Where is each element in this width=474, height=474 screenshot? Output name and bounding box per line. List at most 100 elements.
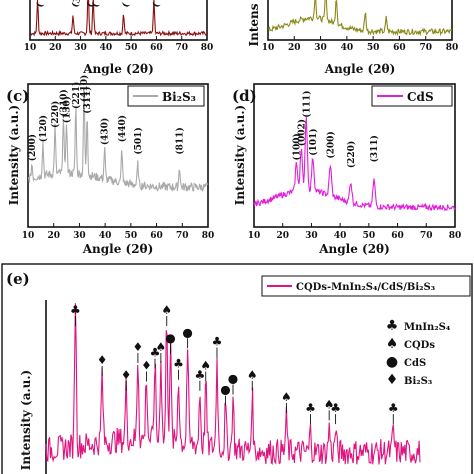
plot-frame — [29, 0, 208, 41]
x-tick-label: 40 — [99, 231, 112, 241]
phase-marker: ● — [228, 372, 238, 386]
panel-letter: (c) — [6, 87, 29, 105]
panel-letter: (d) — [232, 87, 257, 105]
phase-marker: ♣ — [150, 346, 161, 360]
phase-marker: ♣ — [212, 335, 223, 349]
x-tick-label: 60 — [391, 231, 404, 241]
panel-letter: (e) — [6, 270, 30, 288]
x-tick-label: 70 — [420, 231, 433, 241]
phase-marker: ♦ — [97, 353, 108, 367]
phase-legend-label: CdS — [404, 358, 426, 369]
phase-legend-label: CQDs — [404, 340, 435, 351]
legend: CdS — [371, 85, 453, 107]
plot-frame — [253, 83, 456, 228]
panel-c-bi2s3-xrd: 10 20 30 40 50 60 70 80 (200)(120)(220)(310)(130… — [6, 75, 214, 256]
x-tick-label: 60 — [150, 43, 163, 53]
phase-marker: ● — [220, 383, 230, 397]
x-axis-label: Angle (2θ) — [82, 242, 154, 256]
xrd-trace-a — [29, 0, 208, 37]
xrd-trace-e — [45, 303, 421, 465]
x-tick-label: 40 — [100, 43, 113, 53]
hkl-label: (311) — [82, 86, 93, 113]
x-tick-label: 20 — [288, 43, 301, 53]
hkl-label: (200) — [27, 134, 38, 161]
x-tick-label: 20 — [276, 231, 289, 241]
x-tick-label: 80 — [202, 231, 215, 241]
hkl-label: (430) — [100, 118, 111, 145]
legend-frame — [371, 85, 453, 107]
plot-frame — [267, 0, 453, 41]
phase-marker: ♣ — [388, 401, 399, 415]
series-legend: CQDs-MnIn₂S₄/CdS/Bi₂S₃ — [261, 275, 471, 297]
phase-marker: ♠ — [155, 340, 166, 354]
hkl-label: ( — [120, 1, 132, 9]
hkl-label: (220) — [346, 141, 357, 168]
hkl-label: (120) — [38, 115, 49, 142]
y-axis-label: Intensity (a.u.) — [19, 370, 33, 470]
x-tick-label: 70 — [176, 231, 189, 241]
x-tick-label: 10 — [248, 231, 261, 241]
x-tick-label: 40 — [341, 43, 354, 53]
hkl-label: (100) — [291, 133, 302, 160]
phase-marker: ♠ — [200, 359, 211, 373]
hkl-label: (221) — [71, 82, 82, 109]
y-axis-label: Intensity (a.u.) — [7, 105, 21, 205]
panel-d-cds-xrd: 10 20 30 40 50 60 70 80 (100)(002) (111) (101) (200… — [232, 83, 462, 256]
phase-marker: ♠ — [247, 368, 258, 382]
x-tick-label: 30 — [73, 231, 86, 241]
hkl-label: ( — [90, 1, 102, 9]
phase-legend-symbol: ♣ — [386, 318, 399, 334]
legend-label: Bi₂S₃ — [162, 90, 196, 104]
hkl-label: (310) — [58, 89, 69, 116]
x-axis-label: Angle (2θ) — [82, 62, 154, 76]
y-axis-label: Intensity (a.u.) — [233, 105, 247, 205]
xrd-trace-b — [267, 0, 453, 37]
legend-label: CQDs-MnIn₂S₄/CdS/Bi₂S₃ — [296, 282, 435, 293]
xrd-trace-c — [27, 87, 209, 193]
phase-legend-label: MnIn₂S₄ — [404, 322, 451, 333]
panel-e-composite-xrd: ♣♦♦♦♦♣♠♠●♣●♣♠♣●● ♠♠♣ ♠♣ ♣(e) CQDs-MnIn₂S₄/Cd… — [1, 263, 473, 474]
phase-legend-symbol: ♦ — [386, 372, 399, 388]
hkl-label: (501) — [133, 127, 144, 154]
x-tick-label: 10 — [24, 43, 37, 53]
legend-frame — [261, 275, 471, 297]
plot-frame — [27, 83, 209, 228]
phase-marker: ● — [182, 325, 192, 339]
x-axis-label: Angle (2θ) — [324, 62, 396, 76]
hkl-label: (101) — [308, 128, 319, 155]
hkl-label: (311) — [369, 135, 380, 162]
x-tick-label: 20 — [47, 231, 60, 241]
hkl-label: (440) — [117, 115, 128, 142]
phase-marker: ♣ — [330, 401, 341, 415]
panel-frame — [1, 263, 473, 474]
x-tick-label: 40 — [334, 231, 347, 241]
legend-frame — [127, 85, 205, 107]
xrd-trace-d — [253, 117, 456, 212]
x-tick-label: 10 — [262, 43, 275, 53]
phase-marker: ♣ — [173, 357, 184, 371]
phase-legend-symbol: ● — [386, 354, 398, 370]
phase-legend-symbol: ♠ — [386, 336, 399, 352]
phase-marker: ♠ — [161, 303, 172, 317]
x-tick-label: 80 — [449, 231, 462, 241]
phase-marker: ♠ — [281, 390, 292, 404]
hkl-label: (002) — [296, 119, 307, 146]
phase-marker: ♣ — [305, 401, 316, 415]
hkl-label: ( — [150, 1, 162, 9]
x-tick-label: 70 — [419, 43, 432, 53]
phase-legend-label: Bi₂S₃ — [404, 376, 432, 387]
panel-a-mnin2s4-xrd: 10 20 30 40 50 60 70 80((3((((Angle (2θ) — [24, 0, 213, 76]
hkl-label: (811) — [174, 127, 185, 154]
hkl-label: (200) — [325, 131, 336, 158]
x-tick-label: 70 — [175, 43, 188, 53]
x-tick-label: 30 — [74, 43, 87, 53]
hkl-label: ( — [85, 1, 97, 9]
phase-marker: ♠ — [324, 397, 335, 411]
x-tick-label: 50 — [363, 231, 376, 241]
hkl-label: ( — [34, 1, 46, 9]
legend-label: CdS — [407, 90, 434, 104]
hkl-label: (111) — [301, 90, 312, 117]
x-tick-label: 50 — [125, 43, 138, 53]
x-tick-label: 60 — [393, 43, 406, 53]
